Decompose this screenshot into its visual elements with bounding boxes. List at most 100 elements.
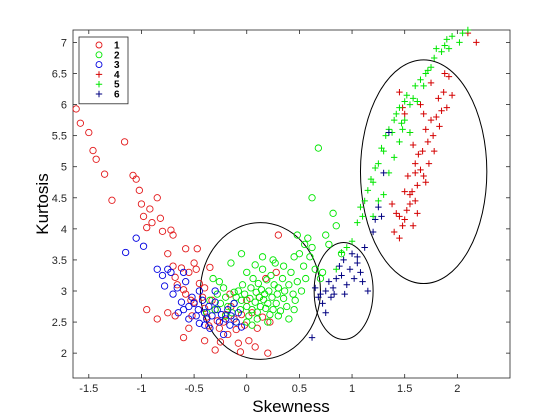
data-point	[396, 104, 403, 111]
data-point	[100, 170, 109, 178]
legend-marker	[95, 71, 103, 78]
data-point	[378, 213, 385, 220]
data-point	[456, 39, 463, 46]
data-point	[369, 228, 377, 236]
data-point	[359, 278, 366, 285]
data-point	[429, 132, 437, 139]
data-point	[408, 188, 416, 195]
data-point	[177, 298, 186, 306]
data-point	[264, 318, 272, 326]
data-point	[299, 262, 308, 270]
data-point	[267, 271, 275, 280]
data-point	[357, 203, 364, 211]
data-point	[308, 243, 316, 252]
data-point	[158, 227, 167, 235]
legend-item-4: 4	[95, 70, 120, 81]
data-point	[322, 309, 329, 316]
data-point	[341, 290, 348, 298]
data-point	[258, 265, 267, 273]
data-point	[253, 315, 261, 323]
data-point	[237, 296, 246, 304]
data-point	[132, 234, 140, 242]
axis-ticks: -1.5 -1 -0.5 0 0.5 1 1.5 2 2 2.5 3 3.5 4 4.5 5 5.5 6 6.5 7	[52, 30, 510, 395]
data-point	[396, 234, 403, 242]
data-point	[200, 309, 209, 317]
legend-marker	[95, 90, 103, 98]
data-point	[243, 268, 251, 277]
data-point	[390, 154, 398, 161]
data-point	[361, 244, 368, 251]
data-point	[227, 312, 235, 320]
data-point	[234, 339, 242, 347]
data-point	[224, 330, 232, 339]
y-tick-label: 7	[61, 37, 67, 49]
data-point	[281, 287, 289, 295]
data-point	[301, 240, 309, 249]
data-point	[143, 223, 151, 232]
data-point	[167, 226, 175, 234]
data-point	[251, 298, 259, 306]
data-point	[354, 259, 361, 267]
data-point	[364, 187, 372, 194]
data-point	[211, 305, 219, 314]
data-point	[255, 293, 264, 301]
data-point	[279, 294, 288, 303]
data-point	[185, 315, 193, 323]
data-point	[401, 188, 408, 195]
y-tick-label: 2	[61, 348, 67, 360]
data-point	[158, 271, 167, 280]
data-point	[399, 126, 406, 133]
legend-label: 1	[114, 41, 120, 52]
data-point	[333, 275, 340, 282]
data-point	[433, 45, 440, 52]
data-point	[237, 250, 246, 258]
data-point	[388, 200, 396, 208]
data-point	[174, 309, 182, 317]
data-point	[185, 268, 193, 277]
x-tick-label: 1.5	[397, 383, 412, 395]
data-point	[343, 244, 350, 251]
data-point	[195, 287, 204, 295]
data-point	[412, 82, 419, 90]
data-point	[269, 256, 277, 264]
data-point	[302, 274, 310, 283]
data-point	[380, 147, 387, 155]
data-point	[318, 268, 327, 277]
y-tick-label: 4	[61, 224, 67, 236]
data-point	[72, 105, 80, 113]
data-point	[238, 281, 247, 289]
data-point	[414, 182, 421, 189]
data-point	[179, 305, 188, 314]
data-point	[169, 231, 177, 239]
data-point	[219, 284, 228, 292]
data-point	[276, 307, 285, 315]
data-point	[375, 197, 382, 205]
data-point	[330, 290, 338, 298]
data-point	[399, 222, 406, 229]
data-point	[262, 304, 270, 313]
y-tick-label: 5	[61, 162, 67, 174]
data-point	[266, 318, 274, 326]
data-point	[459, 29, 466, 37]
data-point	[215, 278, 224, 286]
data-point	[146, 205, 154, 213]
data-point	[354, 253, 361, 261]
data-point	[167, 268, 175, 277]
legend-marker	[95, 51, 103, 59]
data-point	[424, 67, 432, 74]
data-point	[290, 305, 298, 314]
data-point	[169, 262, 177, 270]
data-point	[246, 294, 254, 303]
data-point	[427, 79, 435, 87]
data-point	[404, 172, 412, 180]
data-point	[222, 293, 230, 301]
data-point	[243, 318, 251, 326]
legend-label: 2	[114, 50, 120, 61]
data-point	[396, 213, 403, 220]
series-6	[308, 129, 393, 341]
data-point	[213, 305, 221, 314]
data-point	[234, 309, 242, 317]
data-point	[425, 160, 433, 167]
data-point	[396, 138, 403, 146]
